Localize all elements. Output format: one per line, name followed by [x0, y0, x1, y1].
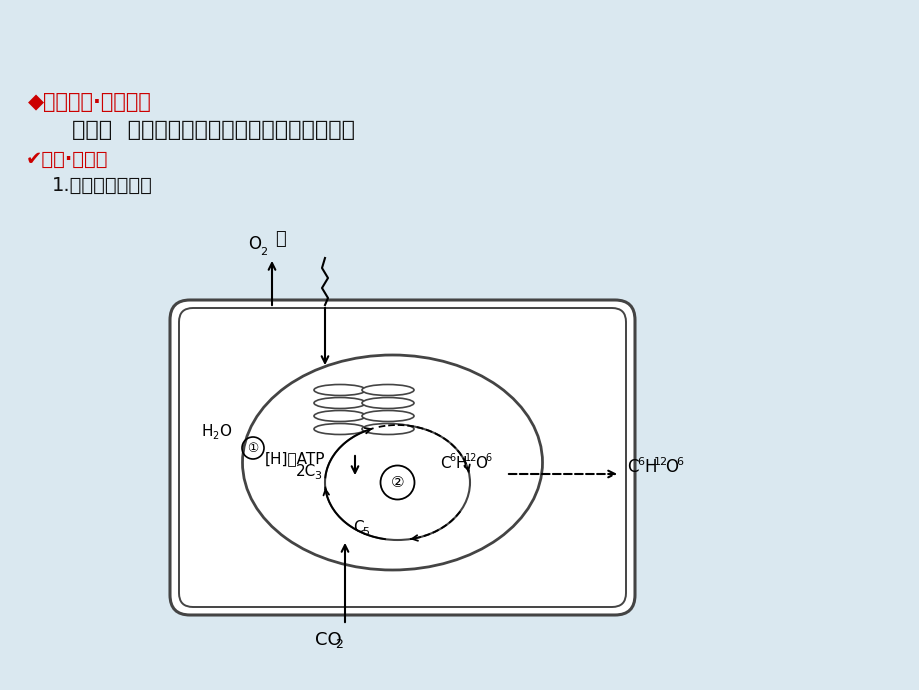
Text: 3: 3 — [313, 471, 321, 481]
Text: ◆再悟高考·重点提炼: ◆再悟高考·重点提炼 — [28, 92, 152, 112]
FancyBboxPatch shape — [179, 308, 625, 607]
Ellipse shape — [243, 355, 542, 570]
Text: 考点一  光合作用与细胞呼吸的过程及相互关系: 考点一 光合作用与细胞呼吸的过程及相互关系 — [72, 120, 355, 140]
FancyBboxPatch shape — [170, 300, 634, 615]
Text: ②: ② — [391, 475, 403, 490]
Ellipse shape — [324, 425, 470, 540]
Text: H: H — [456, 455, 467, 471]
Text: ✔要点·再回扣: ✔要点·再回扣 — [26, 150, 108, 169]
Text: 6: 6 — [675, 457, 682, 467]
Text: 6: 6 — [636, 457, 643, 467]
Text: O: O — [219, 424, 231, 440]
Text: 6: 6 — [448, 453, 455, 463]
Text: C: C — [627, 458, 638, 476]
Text: 2: 2 — [260, 247, 267, 257]
Text: 12: 12 — [464, 453, 477, 463]
Text: C: C — [353, 520, 363, 535]
Text: 2: 2 — [211, 431, 218, 441]
Text: 5: 5 — [361, 527, 369, 537]
Ellipse shape — [313, 424, 366, 435]
Ellipse shape — [313, 384, 366, 395]
Text: 2: 2 — [335, 638, 343, 651]
Text: 12: 12 — [653, 457, 667, 467]
Text: H: H — [643, 458, 656, 476]
Ellipse shape — [361, 411, 414, 422]
Text: 2C: 2C — [296, 464, 316, 478]
Text: CO: CO — [314, 631, 341, 649]
Text: 光: 光 — [275, 230, 286, 248]
Ellipse shape — [313, 397, 366, 408]
Ellipse shape — [361, 384, 414, 395]
Ellipse shape — [361, 397, 414, 408]
Text: C: C — [439, 455, 450, 471]
Text: [H]和ATP: [H]和ATP — [265, 451, 325, 466]
Text: O: O — [664, 458, 677, 476]
Text: H: H — [202, 424, 213, 440]
Text: 1.光合作用的过程: 1.光合作用的过程 — [52, 176, 153, 195]
Circle shape — [380, 466, 414, 500]
Ellipse shape — [313, 411, 366, 422]
Text: O: O — [474, 455, 486, 471]
Text: ①: ① — [247, 442, 258, 455]
Ellipse shape — [361, 424, 414, 435]
Text: O: O — [248, 235, 261, 253]
Text: 6: 6 — [484, 453, 491, 463]
